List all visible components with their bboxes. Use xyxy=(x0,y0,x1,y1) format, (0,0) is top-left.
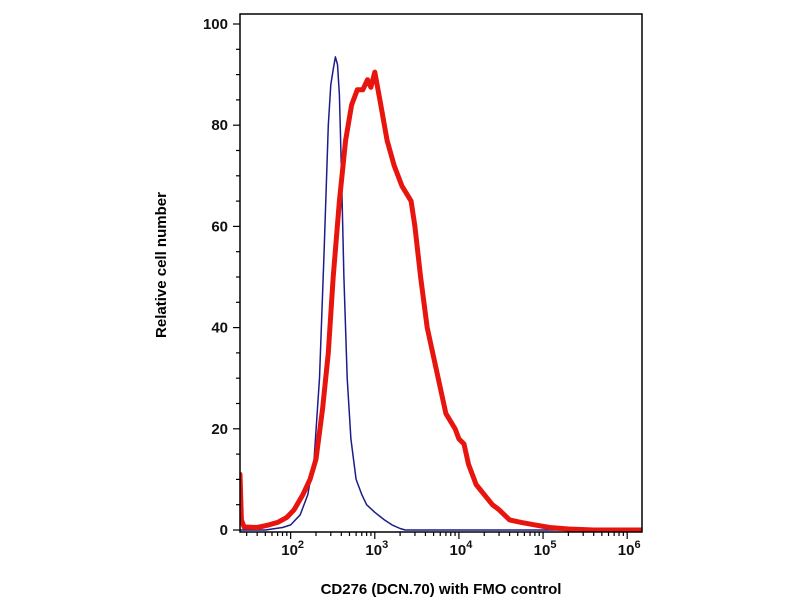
plot-frame xyxy=(239,13,643,533)
y-tick-label: 0 xyxy=(220,522,228,539)
x-axis-title: CD276 (DCN.70) with FMO control xyxy=(321,581,562,598)
y-tick-label: 80 xyxy=(211,117,228,134)
tick-labels: 0 20 40 60 80 100 102 103 104 105 106 xyxy=(203,16,641,559)
y-axis-title: Relative cell number xyxy=(153,192,170,338)
x-tick-label: 103 xyxy=(365,539,388,559)
y-tick-label: 60 xyxy=(211,218,228,235)
y-tick-label: 20 xyxy=(211,421,228,438)
y-tick-label: 40 xyxy=(211,320,228,337)
x-tick-label: 106 xyxy=(618,539,641,559)
x-tick-label: 104 xyxy=(450,539,474,559)
series-cd276-line xyxy=(240,69,642,532)
series-fmo-control-line xyxy=(240,56,642,531)
y-tick-label: 100 xyxy=(203,16,228,33)
x-tick-label: 102 xyxy=(281,539,304,559)
plot-area xyxy=(240,56,642,532)
x-tick-label: 105 xyxy=(534,539,557,559)
